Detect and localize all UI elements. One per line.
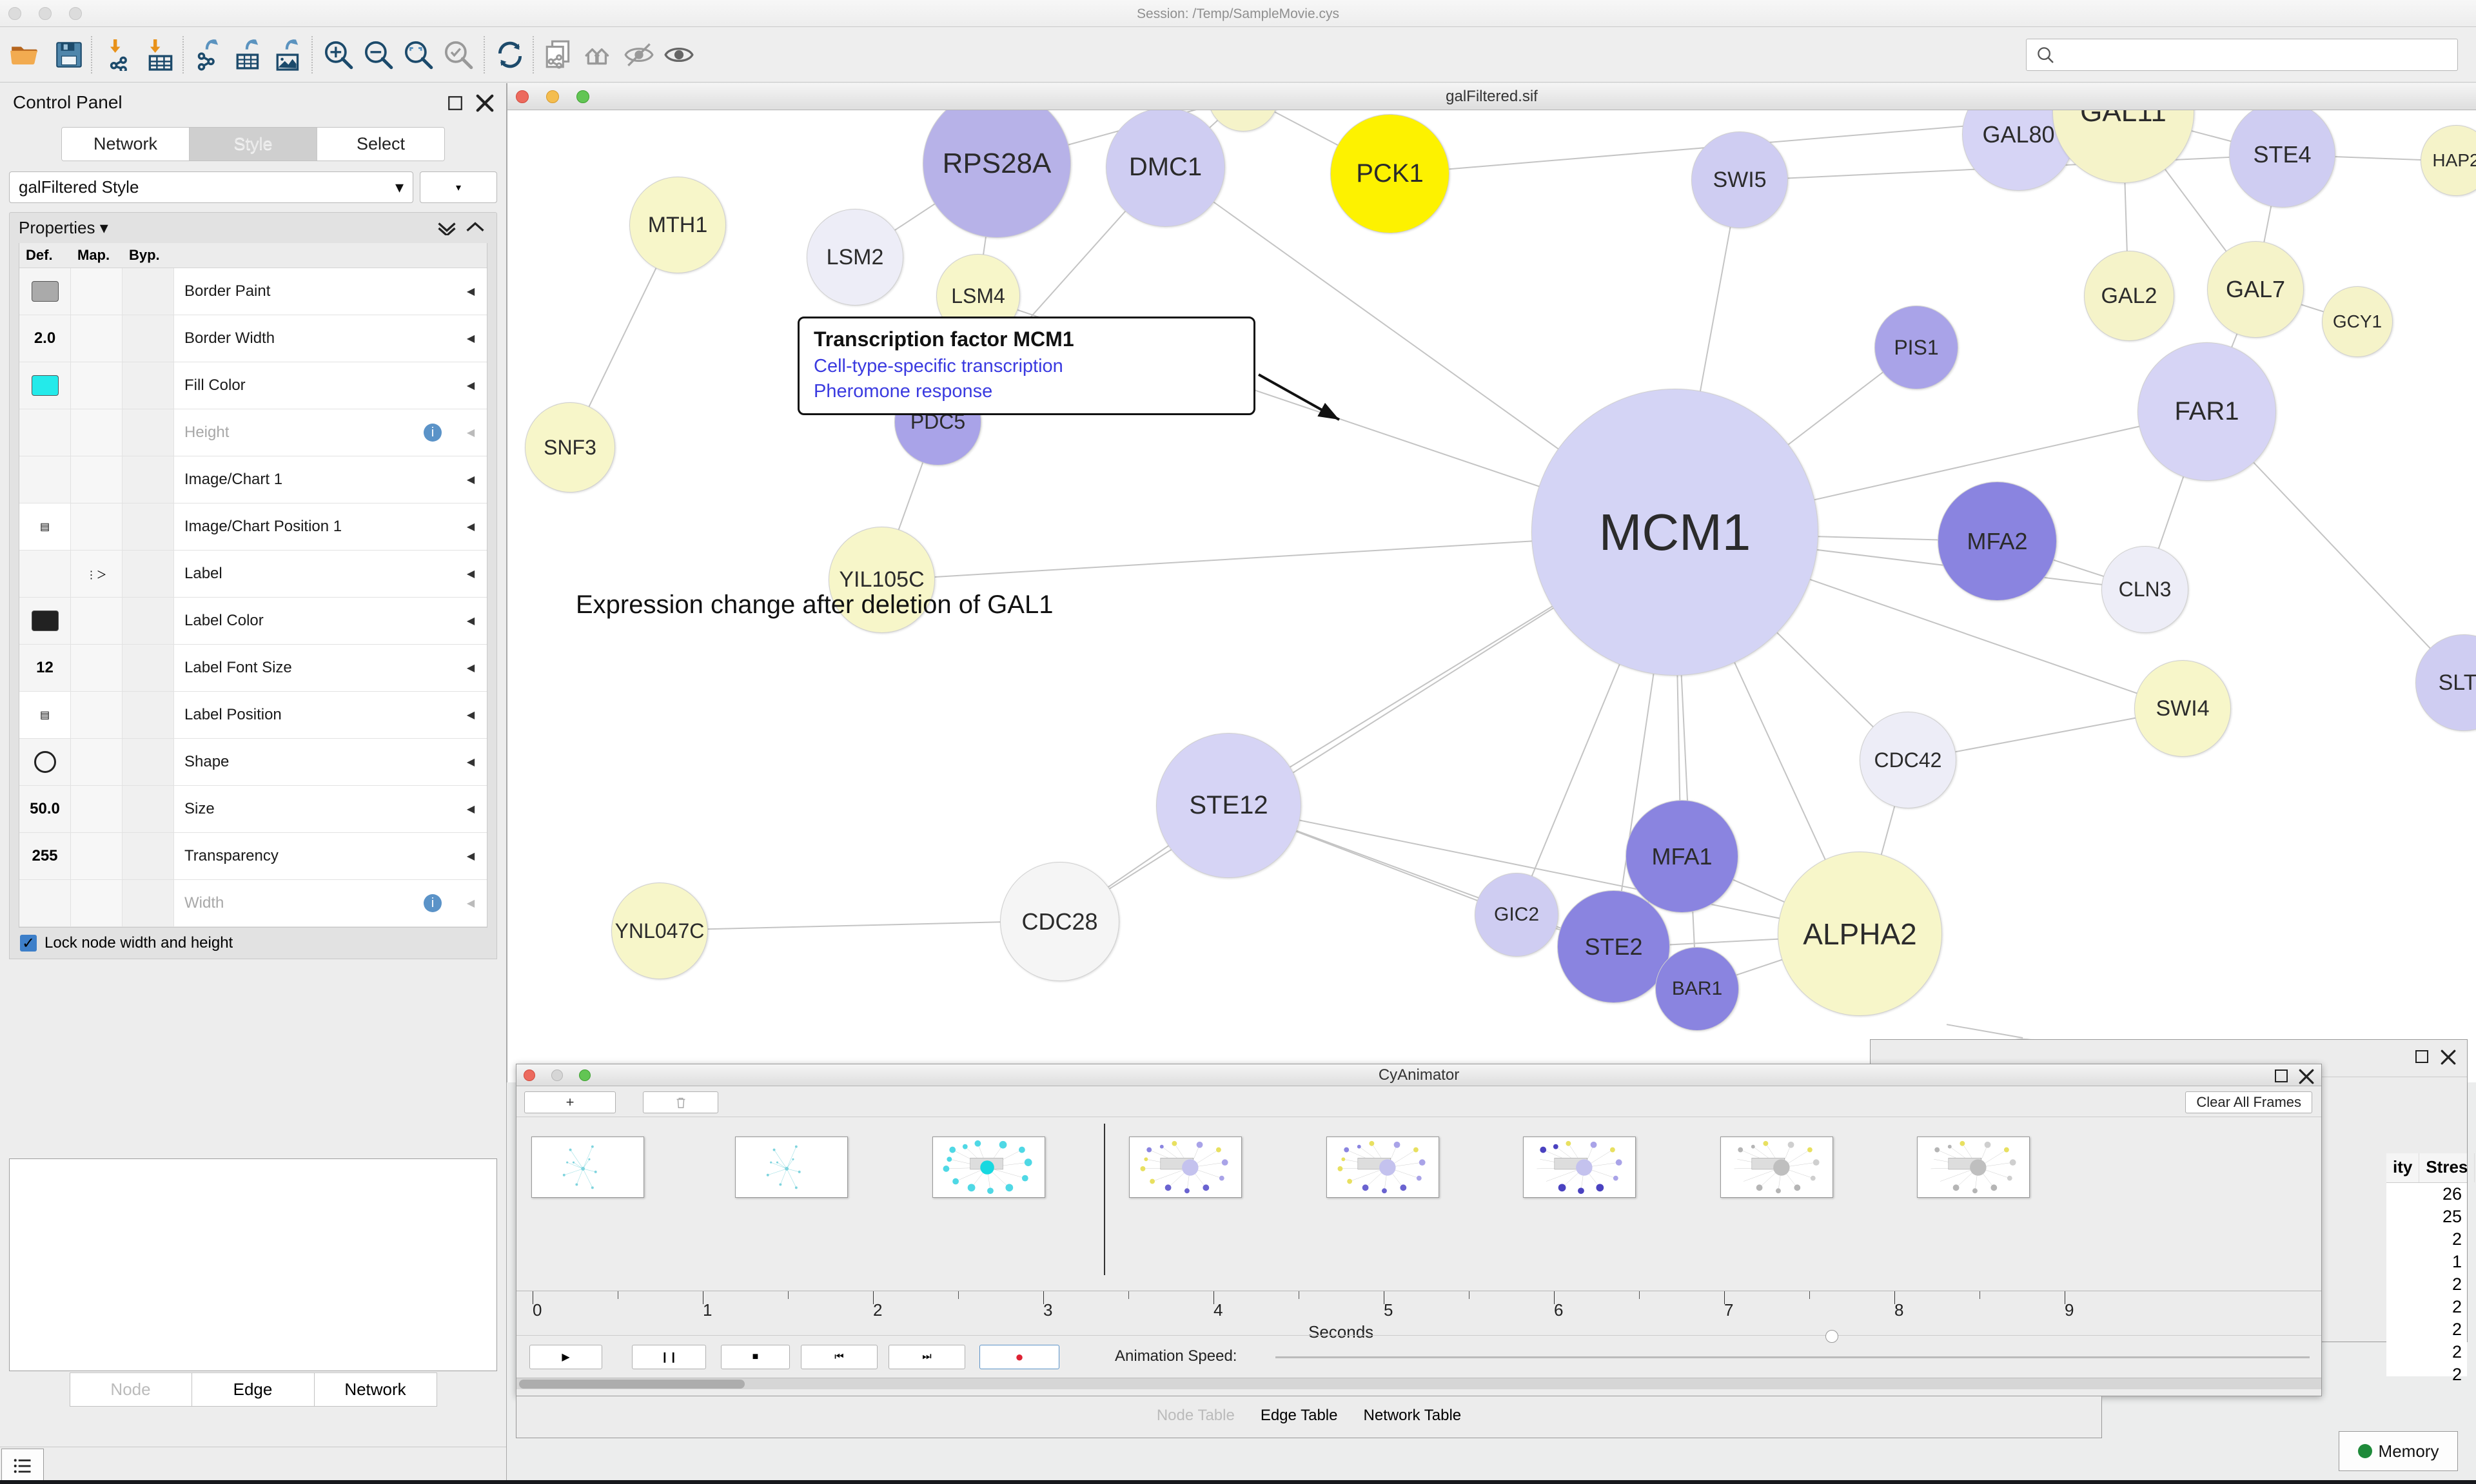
GAL2: GAL2 [2084,251,2174,341]
STE4: STE4 [2229,110,2335,208]
CLN3: CLN3 [2101,546,2188,633]
SWI4: SWI4 [2134,660,2231,757]
GIC2: GIC2 [1475,873,1558,957]
LSM2: LSM2 [807,209,903,306]
DCP1: DCP1 [1208,110,1279,132]
GAL11: GAL11 [2052,110,2194,183]
SWI5: SWI5 [1691,132,1788,228]
YNL047C: YNL047C [611,883,708,979]
HAP2: HAP2 [2421,125,2476,196]
CDC42: CDC42 [1860,712,1956,808]
MFA1: MFA1 [1626,800,1738,913]
FAR1: FAR1 [2137,342,2276,481]
SNF3: SNF3 [525,402,615,493]
GCY1: GCY1 [2322,286,2393,357]
PCK1: PCK1 [1330,114,1449,233]
MCM1: MCM1 [1531,389,1818,676]
SLT1: SLT1 [2415,634,2476,731]
STE12: STE12 [1156,733,1301,878]
DMC1: DMC1 [1106,110,1225,227]
GAL7: GAL7 [2207,241,2304,338]
ALPHA2: ALPHA2 [1778,852,1942,1016]
RPS28A: RPS28A [923,110,1071,238]
MFA2: MFA2 [1938,482,2057,601]
STE2: STE2 [1557,890,1670,1003]
CDC28: CDC28 [1000,862,1119,981]
PIS1: PIS1 [1874,306,1958,389]
MTH1: MTH1 [629,177,726,273]
BAR1: BAR1 [1655,947,1739,1031]
